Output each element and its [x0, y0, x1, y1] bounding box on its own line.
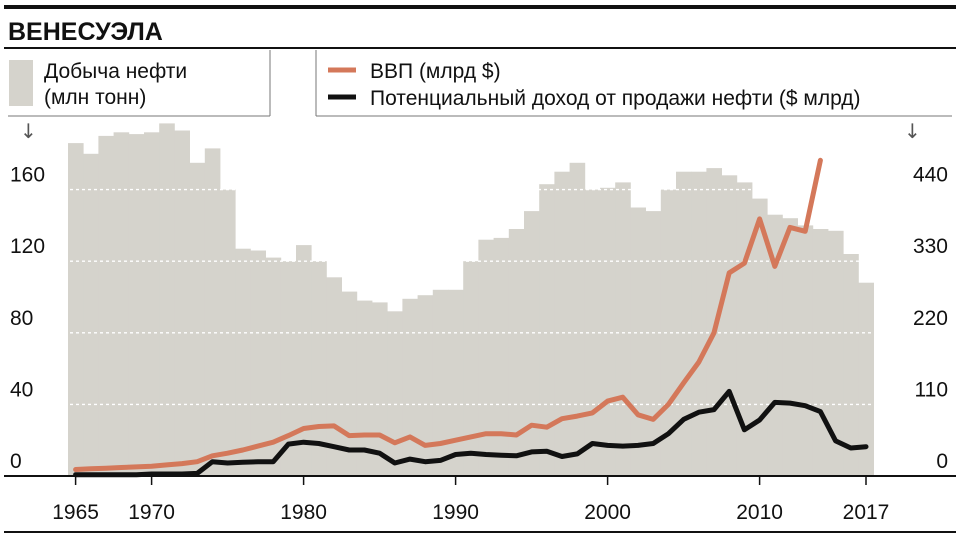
production-bar	[296, 245, 312, 476]
production-bar	[524, 211, 540, 476]
production-bar	[235, 248, 251, 476]
x-tick-label: 1965	[52, 501, 99, 524]
production-bar	[569, 162, 586, 477]
production-bar	[539, 184, 555, 476]
production-bar	[797, 225, 814, 476]
x-tick-label: 1990	[432, 501, 479, 524]
production-bar	[843, 254, 859, 476]
production-bar	[463, 261, 479, 476]
legend-bar-swatch	[9, 60, 33, 106]
chart-title: ВЕНЕСУЭЛА	[8, 18, 163, 46]
left-tick-label: 160	[10, 164, 45, 187]
production-bar	[828, 230, 844, 476]
production-bar	[600, 187, 616, 477]
left-tick-label: 0	[10, 450, 22, 473]
production-bar	[144, 132, 160, 477]
title-underline	[4, 47, 956, 49]
production-bar	[676, 171, 692, 476]
production-bar	[189, 162, 206, 477]
right-tick-label: 440	[913, 164, 948, 187]
right-tick-label: 220	[913, 307, 948, 330]
left-axis-arrow-icon: ↓	[20, 119, 37, 143]
series-lines	[73, 157, 869, 478]
production-bar	[691, 171, 707, 476]
oil-revenue-line	[73, 388, 869, 478]
production-bar	[341, 291, 358, 476]
production-bar	[630, 207, 646, 476]
x-tick-label: 2017	[843, 501, 890, 524]
right-tick-label: 110	[915, 378, 948, 401]
legend-gdp-label: ВВП (млрд $)	[370, 60, 501, 83]
x-tick-label: 1970	[128, 501, 175, 524]
left-tick-label: 80	[10, 307, 33, 330]
production-bar	[265, 257, 282, 476]
legend-revenue-label: Потенциальный доход от продажи нефти ($ …	[370, 87, 861, 110]
production-bar	[402, 298, 418, 476]
production-bar	[432, 289, 449, 476]
production-bar	[752, 198, 768, 476]
production-bar	[812, 229, 829, 476]
production-bar	[174, 130, 190, 476]
production-bar	[83, 153, 99, 477]
production-bar	[508, 229, 525, 476]
production-bar	[280, 261, 297, 476]
production-bar	[554, 171, 570, 476]
production-bar	[858, 282, 874, 476]
legend-bar-label-line: Добыча нефти	[44, 60, 187, 83]
x-axis-ticks: 1965 1970 1980 1990 2000 2010 2017	[52, 476, 889, 524]
top-rule	[4, 5, 956, 9]
right-tick-label: 0	[936, 450, 948, 473]
production-bar	[68, 143, 84, 476]
production-bar	[417, 295, 434, 476]
left-tick-label: 120	[10, 235, 45, 258]
x-tick-label: 1980	[280, 501, 327, 524]
right-tick-label: 330	[913, 235, 948, 258]
x-tick-label: 2000	[584, 501, 631, 524]
production-bar	[311, 261, 327, 476]
left-axis-ticks: 0 40 80 120 160	[10, 164, 45, 473]
production-bar	[493, 237, 510, 476]
production-bar	[448, 289, 464, 476]
production-bar	[159, 123, 175, 477]
production-bar	[478, 239, 494, 476]
left-tick-label: 40	[10, 378, 33, 401]
production-bar	[721, 175, 738, 477]
right-axis-ticks: 0 110 220 330 440	[913, 164, 948, 473]
legend-bar-label: Добыча нефти (млн тонн)	[44, 60, 187, 109]
right-axis-arrow-icon: ↓	[904, 119, 921, 143]
production-bar	[113, 132, 130, 477]
production-bar	[767, 214, 783, 476]
production-bar	[356, 300, 373, 476]
production-bar	[250, 250, 266, 476]
production-bar	[98, 135, 114, 476]
production-bar	[387, 311, 403, 476]
production-bar	[645, 211, 662, 476]
production-bar	[615, 182, 631, 476]
x-tick-label: 2010	[736, 501, 783, 524]
production-bar	[782, 218, 798, 476]
production-bar	[204, 148, 221, 476]
gdp-line	[73, 157, 823, 472]
production-bar	[128, 134, 145, 476]
legend-bar-label-line: (млн тонн)	[44, 86, 146, 109]
